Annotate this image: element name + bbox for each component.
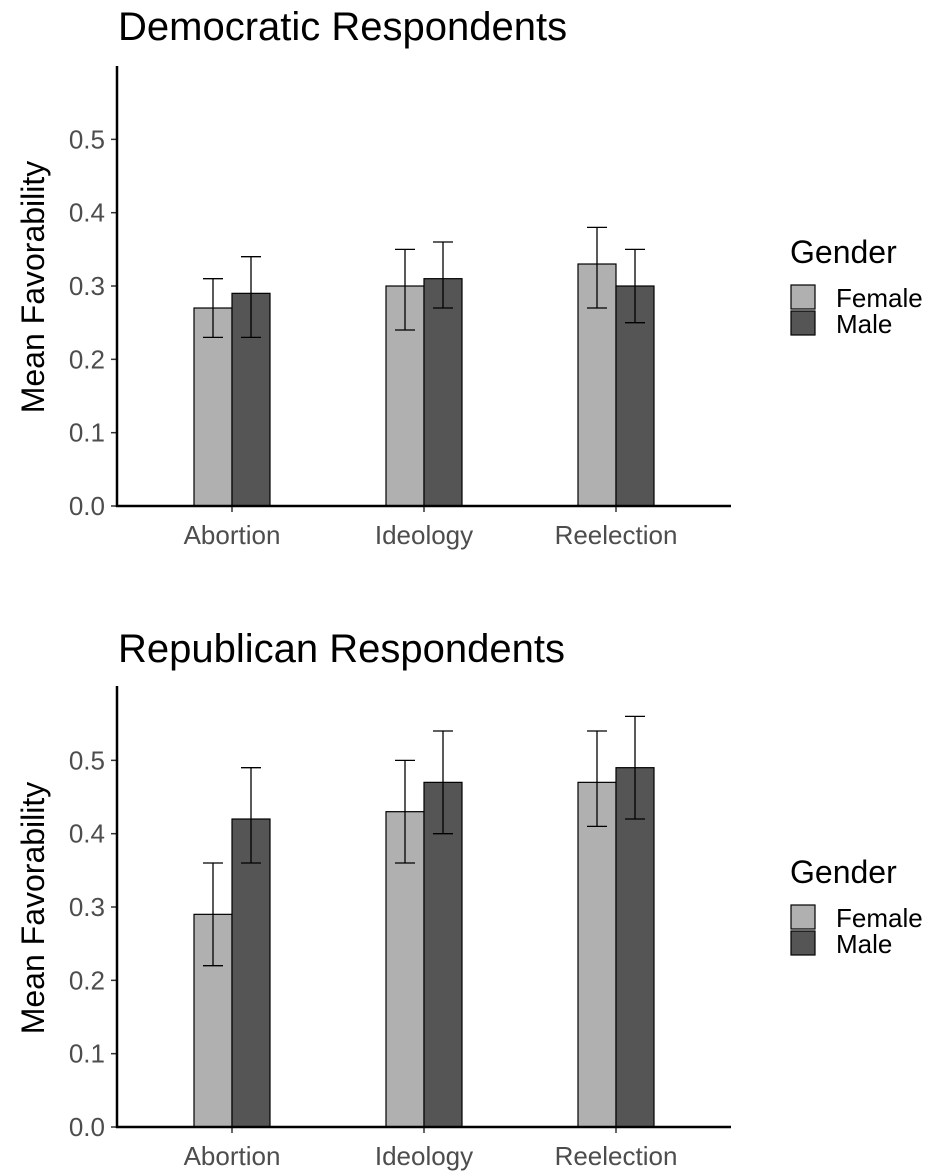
y-tick-label: 0.4 (69, 819, 105, 849)
legend-key-female (790, 904, 816, 930)
y-tick-label: 0.5 (69, 745, 105, 775)
y-tick-label: 0.2 (69, 344, 105, 374)
legend-label-female: Female (836, 283, 923, 313)
bar-female-reelection (577, 781, 617, 1128)
legend-label-male: Male (836, 929, 892, 959)
x-tick-label: Abortion (184, 1141, 281, 1171)
legend-key-male (790, 930, 816, 956)
y-tick-label: 0.3 (69, 892, 105, 922)
legend-key-male (790, 310, 816, 336)
y-tick-label: 0.1 (69, 418, 105, 448)
republican-panel: Republican Respondents Mean Favorability… (15, 627, 923, 1171)
y-tick-label: 0.0 (69, 1112, 105, 1142)
y-tick-label: 0.1 (69, 1039, 105, 1069)
bar-male-ideology (423, 278, 463, 507)
legend-title: Gender (790, 854, 897, 890)
legend-key-female (790, 284, 816, 310)
bar-male-reelection (615, 767, 655, 1128)
chart-title: Democratic Respondents (118, 5, 567, 49)
y-tick-label: 0.4 (69, 198, 105, 228)
legend-label-female: Female (836, 903, 923, 933)
plot-area: 0.0 0.1 0.2 0.3 0.4 0.5 Abortion Ideology Reelec… (69, 66, 731, 550)
x-tick-label: Reelection (555, 1141, 678, 1171)
bar-male-ideology (423, 781, 463, 1128)
legend-title: Gender (790, 234, 897, 270)
x-tick-label: Ideology (375, 520, 473, 550)
y-tick-label: 0.5 (69, 124, 105, 154)
chart-title: Republican Respondents (118, 627, 565, 671)
y-tick-label: 0.3 (69, 271, 105, 301)
y-axis-label: Mean Favorability (15, 161, 51, 414)
bar-male-abortion (231, 818, 271, 1128)
x-tick-label: Ideology (375, 1141, 473, 1171)
legend-label-male: Male (836, 309, 892, 339)
x-tick-label: Abortion (184, 520, 281, 550)
y-axis-label: Mean Favorability (15, 782, 51, 1035)
x-tick-label: Reelection (555, 520, 678, 550)
plot-area: 0.0 0.1 0.2 0.3 0.4 0.5 Abortion Ideology Reelec… (69, 686, 731, 1171)
democratic-panel: Democratic Respondents Mean Favorability… (15, 5, 923, 550)
y-tick-label: 0.2 (69, 965, 105, 995)
y-tick-label: 0.0 (69, 491, 105, 521)
